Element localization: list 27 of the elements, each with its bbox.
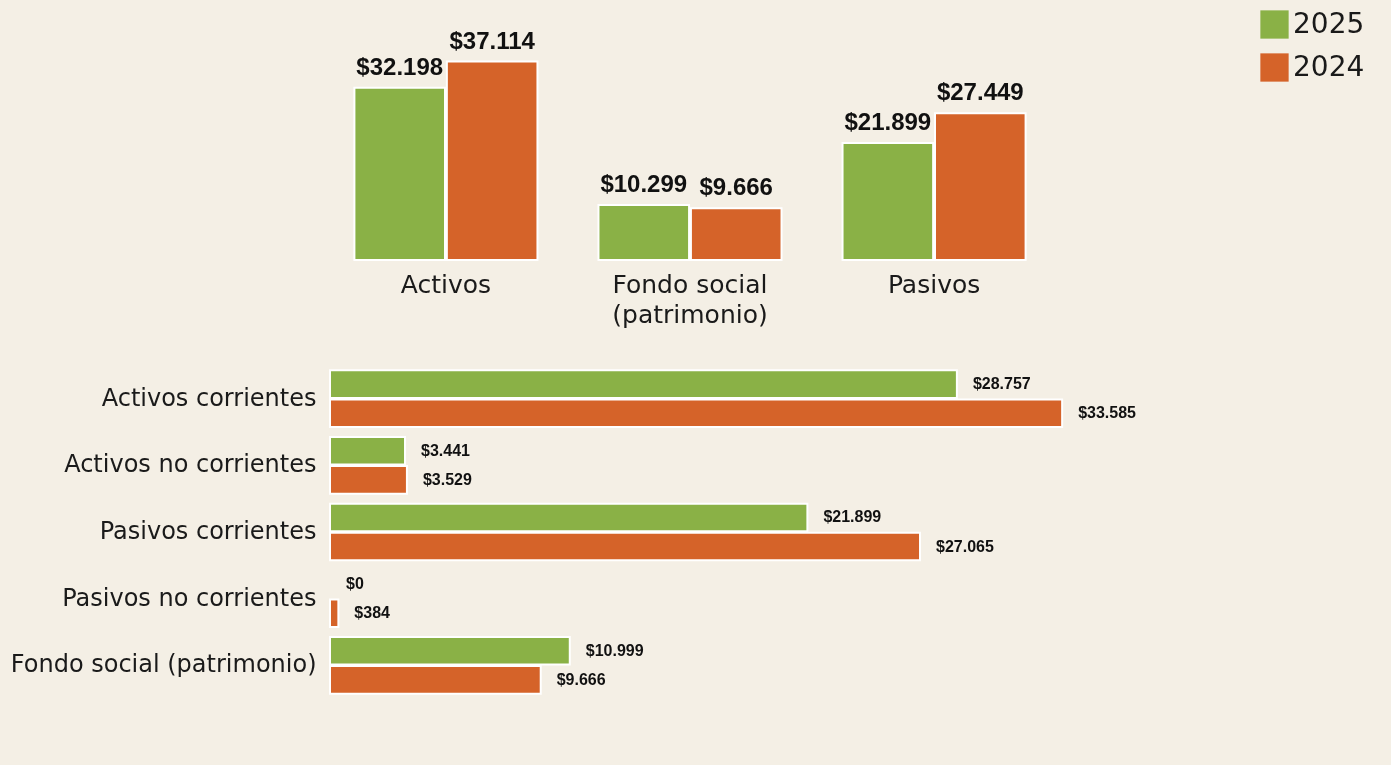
data-label: $27.449 — [936, 78, 1024, 106]
bar — [329, 598, 340, 628]
data-label: $9.666 — [699, 173, 773, 201]
data-label: $0 — [346, 575, 364, 593]
data-label: $3.441 — [421, 441, 471, 459]
data-label: $32.198 — [356, 52, 444, 80]
data-label: $384 — [354, 604, 391, 622]
legend-label: 2025 — [1293, 6, 1365, 40]
legend-label: 2024 — [1293, 49, 1365, 83]
x-tick-label: Pasivos — [887, 269, 981, 299]
y-tick-label: Fondo social (patrimonio) — [10, 650, 317, 679]
data-label: $21.899 — [823, 508, 882, 526]
y-tick-label: Activos corrientes — [101, 383, 317, 412]
data-label: $3.529 — [422, 470, 472, 488]
y-tick-label: Pasivos no corrientes — [62, 583, 317, 612]
data-label: $28.757 — [972, 375, 1031, 393]
data-label: $27.065 — [936, 537, 994, 555]
data-label: $9.666 — [556, 670, 606, 688]
data-label: $33.585 — [1078, 404, 1137, 422]
data-label: $37.114 — [449, 26, 536, 54]
data-label: $21.899 — [844, 107, 932, 135]
y-tick-label: Pasivos corrientes — [99, 517, 317, 545]
y-tick-label: Activos no corrientes — [64, 450, 317, 479]
x-tick-label: Fondo social (patrimonio) — [612, 269, 768, 329]
data-label: $10.999 — [585, 641, 644, 659]
x-tick-label: Activos — [400, 269, 492, 299]
data-label: $10.299 — [600, 169, 688, 197]
